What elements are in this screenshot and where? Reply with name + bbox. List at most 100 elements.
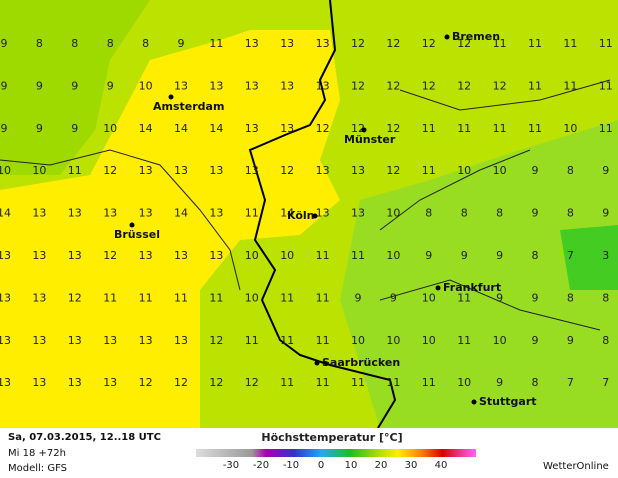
date: Sa, 07.03.2015, 12..18 UTC	[8, 432, 161, 443]
grid-value: 13	[316, 79, 330, 92]
model: Modell: GFS	[8, 463, 67, 474]
grid-value: 14	[280, 207, 294, 220]
grid-value: 13	[245, 79, 259, 92]
grid-value: 11	[422, 376, 436, 389]
grid-value: 8	[532, 249, 539, 262]
grid-value: 8	[567, 291, 574, 304]
brand: WetterOnline	[543, 461, 609, 472]
grid-value: 11	[280, 376, 294, 389]
grid-value: 12	[280, 164, 294, 177]
grid-value: 13	[245, 122, 259, 135]
grid-value: 8	[532, 376, 539, 389]
grid-value: 13	[68, 376, 82, 389]
grid-value: 13	[209, 207, 223, 220]
grid-value: 12	[209, 334, 223, 347]
grid-value: 9	[496, 376, 503, 389]
grid-value: 8	[425, 207, 432, 220]
city-label: Brüssel	[114, 228, 160, 241]
grid-value: 13	[139, 207, 153, 220]
grid-value: 8	[71, 37, 78, 50]
grid-value: 7	[602, 376, 609, 389]
grid-value: 9	[107, 79, 114, 92]
grid-value: 12	[422, 79, 436, 92]
grid-value: 9	[1, 122, 8, 135]
city-dot	[314, 360, 320, 366]
grid-value: 11	[493, 37, 507, 50]
grid-value: 11	[245, 207, 259, 220]
grid-value: 10	[493, 164, 507, 177]
grid-value: 3	[602, 249, 609, 262]
grid-value: 12	[351, 122, 365, 135]
grid-value: 8	[36, 37, 43, 50]
city-label: Stuttgart	[479, 395, 537, 408]
grid-value: 11	[563, 37, 577, 50]
grid-value: 11	[528, 122, 542, 135]
grid-value: 9	[1, 79, 8, 92]
grid-value: 10	[245, 291, 259, 304]
grid-value: 12	[174, 376, 188, 389]
grid-value: 11	[351, 376, 365, 389]
grid-value: 12	[422, 37, 436, 50]
grid-value: 14	[174, 207, 188, 220]
city-label: Köln	[287, 209, 315, 222]
grid-value: 12	[139, 376, 153, 389]
grid-value: 11	[422, 122, 436, 135]
grid-value: 11	[174, 291, 188, 304]
legend-tick: 0	[318, 460, 324, 471]
grid-value: 11	[280, 291, 294, 304]
grid-value: 11	[599, 37, 613, 50]
grid-value: 13	[139, 249, 153, 262]
legend-tick: 10	[345, 460, 358, 471]
field	[0, 30, 340, 428]
city-dot	[471, 399, 477, 405]
grid-value: 9	[178, 37, 185, 50]
grid-value: 12	[351, 37, 365, 50]
grid-value: 8	[602, 291, 609, 304]
grid-value: 12	[245, 376, 259, 389]
grid-value: 7	[567, 376, 574, 389]
grid-value: 11	[209, 37, 223, 50]
boundary	[0, 79, 611, 331]
grid-value: 13	[32, 334, 46, 347]
field	[0, 0, 150, 175]
grid-value: 13	[316, 164, 330, 177]
grid-value: 11	[493, 122, 507, 135]
grid-value: 10	[139, 79, 153, 92]
grid-value: 13	[32, 207, 46, 220]
colorbar	[196, 449, 476, 457]
legend-tick: -20	[253, 460, 269, 471]
grid-value: 13	[209, 164, 223, 177]
grid-value: 8	[567, 207, 574, 220]
legend-title: Höchsttemperatur [°C]	[261, 431, 402, 444]
grid-value: 13	[32, 376, 46, 389]
grid-value: 13	[0, 249, 11, 262]
grid-value: 13	[32, 291, 46, 304]
grid-value: 13	[68, 249, 82, 262]
grid-value: 9	[602, 164, 609, 177]
grid-value: 12	[68, 291, 82, 304]
grid-value: 11	[209, 291, 223, 304]
grid-value: 11	[599, 122, 613, 135]
grid-value: 13	[139, 334, 153, 347]
grid-value: 13	[0, 291, 11, 304]
grid-value: 10	[386, 249, 400, 262]
city-label: Bremen	[452, 30, 500, 43]
grid-value: 10	[32, 164, 46, 177]
grid-value: 11	[528, 37, 542, 50]
grid-value: 9	[532, 164, 539, 177]
grid-value: 13	[280, 122, 294, 135]
grid-value: 13	[280, 79, 294, 92]
grid-value: 11	[68, 164, 82, 177]
grid-value: 13	[316, 37, 330, 50]
legend-tick: -10	[283, 460, 299, 471]
field	[560, 225, 618, 290]
grid-value: 14	[209, 122, 223, 135]
grid-value: 9	[532, 334, 539, 347]
grid-value: 12	[351, 79, 365, 92]
grid-value: 12	[457, 37, 471, 50]
grid-value: 9	[425, 249, 432, 262]
grid-value: 13	[174, 79, 188, 92]
city-dot	[129, 222, 135, 228]
grid-value: 8	[496, 207, 503, 220]
